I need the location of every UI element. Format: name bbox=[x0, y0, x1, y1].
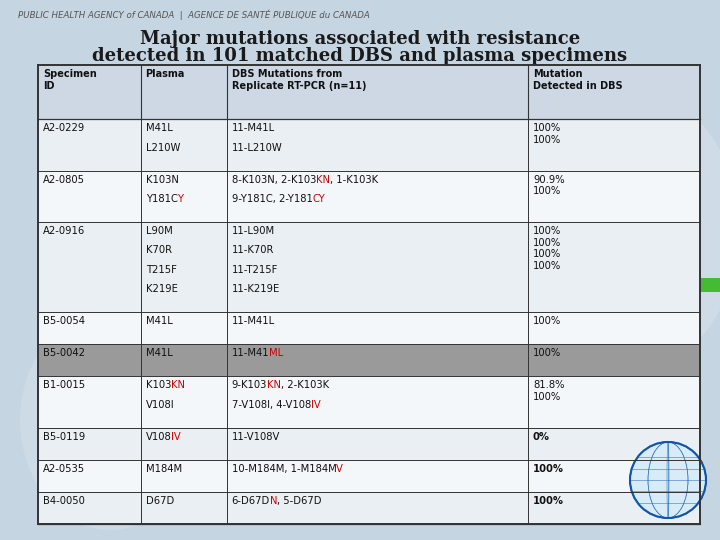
Text: detected in 101 matched DBS and plasma specimens: detected in 101 matched DBS and plasma s… bbox=[92, 47, 628, 65]
Text: 100%: 100% bbox=[533, 316, 561, 326]
Text: 81.8%
100%: 81.8% 100% bbox=[533, 380, 564, 402]
Text: 100%
100%
100%
100%: 100% 100% 100% 100% bbox=[533, 226, 561, 271]
Text: KN: KN bbox=[316, 174, 330, 185]
Text: 11-M41: 11-M41 bbox=[232, 348, 269, 358]
Text: 10-M184M, 1-M184M: 10-M184M, 1-M184M bbox=[232, 464, 336, 474]
Text: 11-L210W: 11-L210W bbox=[232, 143, 282, 152]
Text: 100%: 100% bbox=[533, 348, 561, 358]
Text: A2-0229: A2-0229 bbox=[43, 123, 85, 133]
Text: M41L: M41L bbox=[145, 348, 172, 358]
Text: A2-0916: A2-0916 bbox=[43, 226, 85, 236]
Text: 8-K103N, 2-K103: 8-K103N, 2-K103 bbox=[232, 174, 316, 185]
Text: V108: V108 bbox=[145, 431, 171, 442]
Text: KN: KN bbox=[267, 380, 281, 390]
Text: ML: ML bbox=[269, 348, 284, 358]
Text: 11-K219E: 11-K219E bbox=[232, 284, 280, 294]
Ellipse shape bbox=[480, 80, 720, 380]
Text: 11-T215F: 11-T215F bbox=[232, 265, 278, 275]
Text: 9-Y181C, 2-Y181: 9-Y181C, 2-Y181 bbox=[232, 194, 312, 204]
Text: , 1-K103K: , 1-K103K bbox=[330, 174, 378, 185]
Text: Y181: Y181 bbox=[145, 194, 171, 204]
Text: A2-0535: A2-0535 bbox=[43, 464, 85, 474]
Text: M41L: M41L bbox=[145, 316, 172, 326]
Text: 11-K70R: 11-K70R bbox=[232, 245, 274, 255]
Text: K103N: K103N bbox=[145, 174, 179, 185]
Text: Mutation
Detected in DBS: Mutation Detected in DBS bbox=[533, 69, 623, 91]
Text: K70R: K70R bbox=[145, 245, 171, 255]
Bar bbox=[38, 65, 700, 119]
Text: N: N bbox=[270, 496, 277, 506]
Bar bbox=[38, 376, 700, 428]
Bar bbox=[38, 222, 700, 312]
Text: IV: IV bbox=[171, 431, 181, 442]
Text: Major mutations associated with resistance: Major mutations associated with resistan… bbox=[140, 30, 580, 48]
Text: T215F: T215F bbox=[145, 265, 176, 275]
Text: L90M: L90M bbox=[145, 226, 172, 236]
Text: IV: IV bbox=[311, 400, 320, 409]
Text: M184M: M184M bbox=[145, 464, 181, 474]
Text: 11-V108V: 11-V108V bbox=[232, 431, 280, 442]
Text: 90.9%
100%: 90.9% 100% bbox=[533, 174, 564, 196]
Bar bbox=[700, 278, 720, 292]
Text: B4-0050: B4-0050 bbox=[43, 496, 85, 506]
Text: C: C bbox=[171, 194, 178, 204]
Text: Y: Y bbox=[178, 194, 184, 204]
Text: 11-M41L: 11-M41L bbox=[232, 316, 275, 326]
Text: 0%: 0% bbox=[533, 431, 550, 442]
Text: 11-L90M: 11-L90M bbox=[232, 226, 275, 236]
Text: V: V bbox=[336, 464, 343, 474]
Text: B5-0042: B5-0042 bbox=[43, 348, 85, 358]
Text: 6-D67D: 6-D67D bbox=[232, 496, 270, 506]
Text: L210W: L210W bbox=[145, 143, 180, 152]
Text: , 2-K103K: , 2-K103K bbox=[281, 380, 329, 390]
Text: DBS Mutations from
Replicate RT-PCR (n=11): DBS Mutations from Replicate RT-PCR (n=1… bbox=[232, 69, 366, 91]
Text: 100%
100%: 100% 100% bbox=[533, 123, 561, 145]
Text: A2-0805: A2-0805 bbox=[43, 174, 85, 185]
Text: K219E: K219E bbox=[145, 284, 178, 294]
Bar bbox=[38, 312, 700, 344]
Text: CY: CY bbox=[312, 194, 325, 204]
Text: 100%: 100% bbox=[533, 496, 564, 506]
Ellipse shape bbox=[20, 310, 200, 530]
Text: K103: K103 bbox=[145, 380, 171, 390]
Text: B5-0119: B5-0119 bbox=[43, 431, 85, 442]
Bar bbox=[38, 119, 700, 171]
Text: Plasma: Plasma bbox=[145, 69, 185, 79]
Text: V108I: V108I bbox=[145, 400, 174, 409]
Text: 11-M41L: 11-M41L bbox=[232, 123, 275, 133]
Text: B5-0054: B5-0054 bbox=[43, 316, 85, 326]
Text: PUBLIC HEALTH AGENCY of CANADA  |  AGENCE DE SANTÉ PUBLIQUE du CANADA: PUBLIC HEALTH AGENCY of CANADA | AGENCE … bbox=[18, 10, 370, 21]
Text: 7-V108I, 4-V108: 7-V108I, 4-V108 bbox=[232, 400, 311, 409]
Circle shape bbox=[630, 442, 706, 518]
Text: , 5-D67D: , 5-D67D bbox=[277, 496, 322, 506]
Bar bbox=[38, 492, 700, 524]
Text: 9-K103: 9-K103 bbox=[232, 380, 267, 390]
Bar bbox=[38, 344, 700, 376]
Text: D67D: D67D bbox=[145, 496, 174, 506]
Bar bbox=[38, 460, 700, 492]
Bar bbox=[38, 428, 700, 460]
Bar bbox=[38, 171, 700, 222]
Text: M41L: M41L bbox=[145, 123, 172, 133]
Text: KN: KN bbox=[171, 380, 185, 390]
Text: B1-0015: B1-0015 bbox=[43, 380, 85, 390]
Text: 100%: 100% bbox=[533, 464, 564, 474]
Text: Specimen
ID: Specimen ID bbox=[43, 69, 96, 91]
